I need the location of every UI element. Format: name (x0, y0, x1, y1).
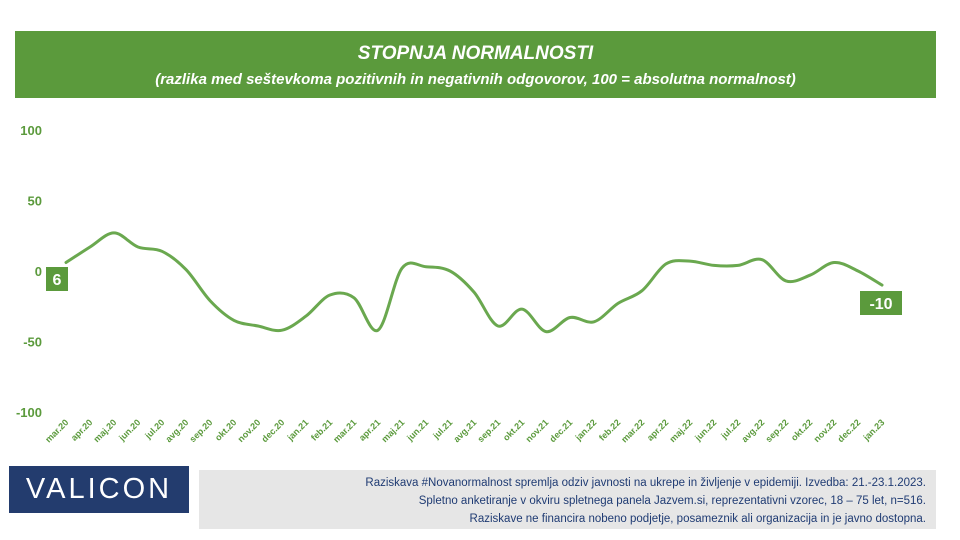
first-data-label-box (46, 267, 68, 291)
x-tick-label-14: maj.21 (380, 417, 407, 444)
x-tick-label-11: feb.21 (309, 417, 334, 442)
data-point-15 (425, 265, 428, 268)
x-tick-label-3: jun.20 (116, 417, 142, 443)
series-line (64, 231, 884, 334)
chart-subtitle: (razlika med seštevkoma pozitivnih in ne… (155, 71, 796, 88)
data-point-12 (353, 296, 356, 299)
data-point-34 (881, 284, 884, 287)
x-tick-label-18: sep.21 (476, 417, 503, 444)
data-point-1 (89, 246, 92, 249)
x-tick-label-7: okt.20 (213, 417, 238, 442)
data-point-28 (737, 264, 740, 267)
x-tick-label-30: sep.22 (764, 417, 791, 444)
data-point-8 (257, 324, 260, 327)
x-tick-label-31: okt.22 (789, 417, 814, 442)
data-point-16 (449, 270, 452, 273)
x-tick-label-13: apr.21 (357, 417, 382, 442)
x-tick-label-2: maj.20 (92, 417, 119, 444)
data-point-5 (185, 268, 188, 271)
last-data-label: -10 (869, 296, 892, 313)
data-point-2 (113, 231, 116, 234)
x-tick-label-9: dec.20 (260, 417, 287, 444)
data-point-32 (833, 261, 836, 264)
first-data-label: 6 (53, 272, 62, 289)
y-tick-label-4: -100 (16, 405, 42, 420)
x-tick-label-25: apr.22 (645, 417, 670, 442)
data-point-26 (689, 260, 692, 263)
x-tick-label-34: jan.23 (861, 417, 887, 443)
x-tick-label-17: avg.21 (452, 417, 479, 444)
data-point-24 (641, 289, 644, 292)
data-point-20 (545, 330, 548, 333)
x-tick-label-22: jan.22 (573, 417, 599, 443)
title-banner: STOPNJA NORMALNOSTI (razlika med seštevk… (15, 31, 936, 98)
data-point-33 (857, 270, 860, 273)
data-point-19 (521, 308, 524, 311)
x-tick-label-23: feb.22 (597, 417, 622, 442)
data-point-25 (665, 262, 668, 265)
data-point-10 (305, 315, 308, 318)
x-tick-label-26: maj.22 (668, 417, 695, 444)
data-point-9 (281, 329, 284, 332)
x-tick-label-19: okt.21 (501, 417, 526, 442)
data-point-21 (569, 316, 572, 319)
data-point-29 (761, 258, 764, 261)
y-tick-label-2: 0 (35, 264, 42, 279)
footer-line-1: Raziskava #Novanormalnost spremlja odziv… (365, 477, 926, 489)
data-point-4 (161, 250, 164, 253)
x-tick-label-15: jun.21 (404, 417, 430, 443)
last-data-label-box (860, 291, 902, 315)
x-tick-label-12: mar.21 (331, 417, 358, 444)
chart-title: STOPNJA NORMALNOSTI (357, 43, 594, 64)
data-point-0 (65, 261, 68, 264)
y-tick-label-3: -50 (23, 335, 42, 350)
x-tick-label-33: dec.22 (836, 417, 863, 444)
x-tick-label-20: nov.21 (524, 417, 551, 444)
x-tick-label-21: dec.21 (548, 417, 575, 444)
x-tick-label-10: jan.21 (285, 417, 311, 443)
x-tick-label-1: apr.20 (69, 417, 94, 442)
data-point-22 (593, 320, 596, 323)
data-point-30 (785, 279, 788, 282)
valicon-logo: VALICON (9, 466, 189, 513)
x-tick-label-29: avg.22 (740, 417, 767, 444)
x-tick-label-27: jun.22 (692, 417, 718, 443)
x-tick-label-8: nov.20 (236, 417, 263, 444)
footer-note: Raziskava #Novanormalnost spremlja odziv… (199, 470, 936, 529)
data-point-14 (401, 267, 404, 270)
data-point-7 (233, 319, 236, 322)
data-point-17 (473, 291, 476, 294)
x-tick-label-6: sep.20 (188, 417, 215, 444)
x-tick-label-24: mar.22 (619, 417, 646, 444)
x-tick-label-5: avg.20 (164, 417, 191, 444)
data-point-18 (497, 324, 500, 327)
footer-line-3: Raziskave ne financira nobeno podjetje, … (469, 513, 926, 525)
x-tick-label-0: mar.20 (43, 417, 70, 444)
data-point-13 (377, 329, 380, 332)
data-point-23 (617, 302, 620, 305)
y-tick-label-1: 50 (28, 194, 42, 209)
x-tick-label-32: nov.22 (812, 417, 839, 444)
data-point-31 (809, 274, 812, 277)
y-tick-label-0: 100 (20, 123, 42, 138)
data-point-27 (713, 264, 716, 267)
footer-line-2: Spletno anketiranje v okviru spletnega p… (418, 495, 926, 507)
data-point-3 (137, 246, 140, 249)
data-point-6 (209, 299, 212, 302)
data-point-11 (329, 293, 332, 296)
